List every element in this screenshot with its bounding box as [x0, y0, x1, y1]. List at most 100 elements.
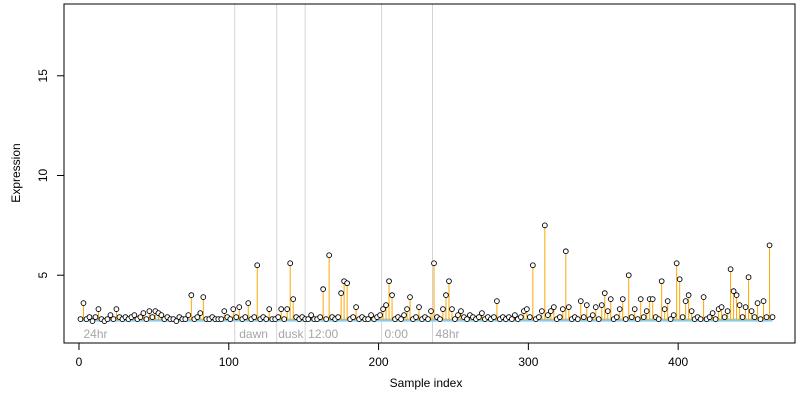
- data-point-167: [577, 298, 584, 304]
- data-point-116: [425, 316, 431, 322]
- data-point-1: [80, 300, 87, 306]
- data-point-199: [673, 260, 680, 267]
- data-point-70: [287, 260, 294, 267]
- data-point-0: [77, 316, 84, 322]
- y-tick-label-2: 15: [36, 69, 50, 83]
- x-tick-label-3: 300: [518, 355, 538, 369]
- data-point-37: [188, 292, 195, 298]
- data-point-157: [547, 308, 554, 314]
- data-point-191: [649, 296, 656, 302]
- data-point-48: [221, 308, 228, 314]
- data-point-22: [143, 316, 150, 322]
- region-label-4: 0:00: [385, 327, 409, 341]
- data-point-59: [254, 262, 261, 269]
- data-point-124: [449, 306, 455, 312]
- data-point-174: [598, 302, 605, 308]
- data-point-36: [185, 312, 192, 318]
- data-point-118: [431, 260, 437, 267]
- x-tick-label-4: 400: [668, 355, 688, 369]
- data-point-226: [754, 300, 761, 306]
- data-point-215: [721, 314, 728, 320]
- data-point-144: [509, 316, 515, 322]
- data-point-154: [538, 308, 545, 314]
- data-point-224: [748, 308, 755, 314]
- data-point-47: [218, 316, 225, 322]
- x-tick-label-1: 100: [219, 355, 239, 369]
- data-point-117: [428, 308, 434, 314]
- data-point-214: [718, 304, 725, 310]
- x-axis: 0 100 200 300 400: [76, 342, 688, 369]
- data-point-150: [527, 314, 533, 320]
- data-point-160: [556, 314, 563, 320]
- data-point-77: [308, 312, 315, 318]
- data-point-112: [413, 314, 419, 320]
- data-point-35: [182, 316, 189, 322]
- data-point-153: [536, 314, 542, 320]
- data-point-147: [518, 314, 524, 320]
- data-point-216: [724, 308, 731, 314]
- data-point-180: [616, 306, 623, 312]
- data-point-125: [452, 316, 458, 322]
- data-point-27: [158, 312, 165, 318]
- data-point-228: [760, 298, 767, 304]
- data-point-86: [335, 314, 341, 320]
- data-point-186: [634, 316, 641, 322]
- data-point-39: [194, 314, 201, 320]
- data-point-138: [491, 314, 497, 320]
- y-tick-label-1: 10: [36, 168, 50, 182]
- data-point-184: [628, 314, 635, 320]
- data-point-97: [368, 312, 374, 318]
- data-point-133: [476, 314, 482, 320]
- data-point-66: [275, 314, 282, 320]
- data-point-18: [131, 312, 138, 318]
- data-point-222: [742, 304, 749, 310]
- region-label-5: 48hr: [435, 327, 459, 341]
- region-labels: 24hr dawn dusk 12:00 0:00 48hr: [83, 327, 459, 341]
- data-point-173: [595, 316, 602, 322]
- data-point-56: [245, 300, 252, 306]
- data-point-3: [86, 314, 93, 320]
- data-point-24: [149, 314, 156, 320]
- data-point-12: [113, 306, 120, 312]
- data-point-100: [377, 312, 383, 318]
- data-point-211: [709, 310, 716, 316]
- data-point-219: [733, 292, 740, 298]
- data-point-169: [583, 302, 590, 308]
- data-point-76: [305, 316, 312, 322]
- data-point-68: [281, 316, 288, 322]
- data-point-204: [688, 308, 695, 314]
- data-point-129: [464, 316, 470, 322]
- data-point-149: [524, 306, 530, 312]
- data-point-166: [574, 316, 581, 322]
- data-point-91: [350, 314, 356, 320]
- data-point-103: [386, 278, 392, 285]
- data-point-171: [589, 312, 596, 318]
- data-point-221: [739, 314, 746, 320]
- data-point-207: [697, 316, 704, 322]
- data-point-123: [446, 278, 452, 285]
- region-label-3: 12:00: [308, 327, 338, 341]
- data-point-218: [730, 288, 737, 295]
- data-point-52: [233, 314, 240, 320]
- x-tick-label-0: 0: [76, 355, 83, 369]
- data-point-96: [365, 316, 371, 322]
- data-point-194: [658, 278, 665, 285]
- data-point-58: [251, 314, 258, 320]
- data-point-187: [637, 296, 644, 302]
- data-point-188: [640, 314, 647, 320]
- data-point-229: [763, 314, 770, 320]
- data-point-193: [655, 316, 662, 322]
- data-point-185: [631, 306, 638, 312]
- data-point-223: [745, 274, 752, 281]
- data-point-127: [458, 308, 464, 314]
- points-layer: [77, 222, 776, 324]
- data-point-87: [338, 290, 344, 296]
- data-point-41: [200, 294, 207, 300]
- data-point-202: [682, 298, 689, 304]
- data-point-108: [401, 312, 407, 318]
- data-point-139: [494, 298, 500, 304]
- data-point-126: [455, 312, 461, 318]
- data-point-200: [676, 276, 683, 283]
